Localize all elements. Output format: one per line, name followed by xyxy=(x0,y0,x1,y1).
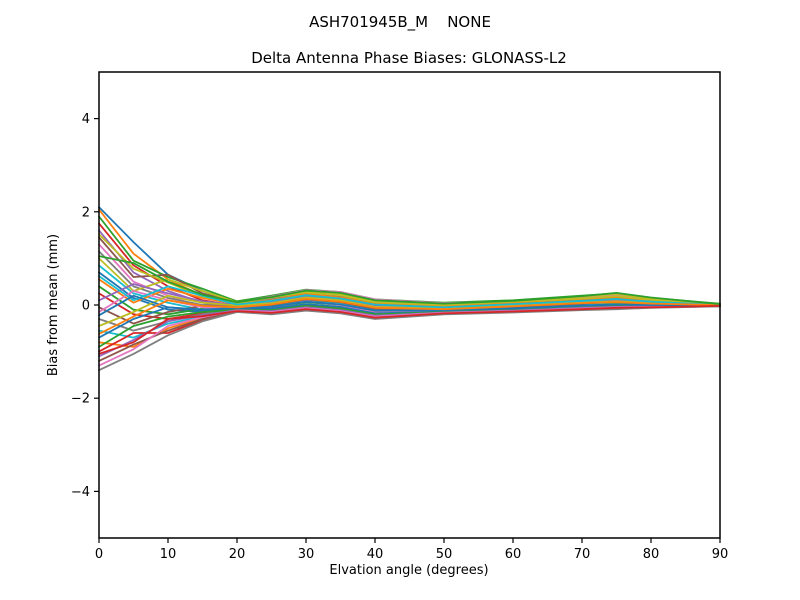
y-tick-label: 0 xyxy=(82,299,90,314)
series-line-33 xyxy=(98,304,721,355)
x-tick-label: 40 xyxy=(367,547,384,562)
series-line-30 xyxy=(98,294,721,317)
series-line-28 xyxy=(98,233,721,306)
series-lines xyxy=(98,206,721,372)
series-line-31 xyxy=(98,297,721,335)
series-line-32 xyxy=(98,255,721,306)
x-tick-label: 70 xyxy=(574,547,591,562)
figure-suptitle: ASH701945B_M NONE xyxy=(309,13,491,32)
series-line-29 xyxy=(98,275,721,309)
x-tick-label: 60 xyxy=(505,547,522,562)
series-line-11 xyxy=(98,278,721,308)
x-tick-label: 50 xyxy=(436,547,453,562)
y-tick-label: −4 xyxy=(71,485,90,500)
y-tick-label: −2 xyxy=(71,392,90,407)
y-tick-label: 2 xyxy=(82,205,90,220)
x-axis-label: Elvation angle (degrees) xyxy=(329,563,488,578)
axis-ticks: 0 10 20 30 40 50 60 70 80 90 −4 −2 0 2 4 xyxy=(71,112,728,562)
y-tick-label: 4 xyxy=(82,112,90,127)
x-tick-label: 90 xyxy=(712,547,729,562)
x-tick-label: 10 xyxy=(160,547,177,562)
series-line-27 xyxy=(98,305,721,372)
x-tick-label: 20 xyxy=(229,547,246,562)
y-axis-label: Bias from mean (mm) xyxy=(46,234,61,376)
x-tick-label: 0 xyxy=(95,547,103,562)
x-tick-label: 80 xyxy=(643,547,660,562)
chart-title: Delta Antenna Phase Biases: GLONASS-L2 xyxy=(251,49,567,67)
x-tick-label: 30 xyxy=(298,547,315,562)
